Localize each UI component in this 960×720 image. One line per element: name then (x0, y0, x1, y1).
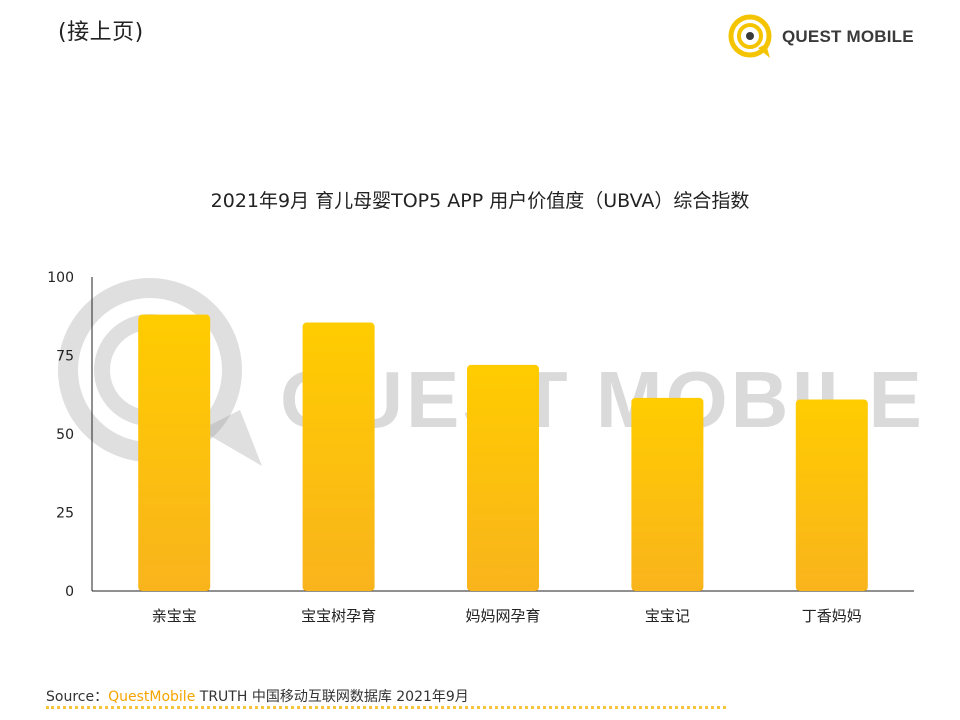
x-tick-label: 亲宝宝 (152, 607, 197, 625)
y-tick-label: 75 (56, 349, 74, 365)
quest-mobile-logo-icon (728, 14, 772, 58)
y-tick-label: 100 (47, 270, 74, 286)
x-tick-label: 妈妈网孕育 (465, 607, 540, 625)
footer-divider (46, 706, 726, 712)
source-prefix: Source： (46, 689, 109, 705)
source-note: Source：QuestMobile TRUTH 中国移动互联网数据库 2021… (46, 686, 469, 706)
bar (467, 364, 539, 591)
source-brand: QuestMobile (108, 689, 196, 705)
y-tick-label: 25 (56, 506, 74, 522)
bar (795, 399, 868, 591)
quest-mobile-logo: QUEST MOBILE (728, 14, 914, 60)
bar (302, 322, 375, 591)
x-tick-label: 宝宝记 (645, 607, 690, 625)
y-tick-label: 50 (56, 427, 74, 443)
logo-text: QUEST MOBILE (782, 27, 914, 46)
chart-title: 2021年9月 育儿母婴TOP5 APP 用户价值度（UBVA）综合指数 (210, 190, 750, 212)
page-note: (接上页) (58, 20, 144, 45)
source-rest: TRUTH 中国移动互联网数据库 2021年9月 (195, 689, 469, 705)
bar (631, 397, 704, 591)
y-tick-label: 0 (65, 584, 74, 600)
x-tick-label: 宝宝树孕育 (301, 607, 376, 625)
x-tick-label: 丁香妈妈 (802, 607, 862, 625)
bar (138, 314, 211, 591)
